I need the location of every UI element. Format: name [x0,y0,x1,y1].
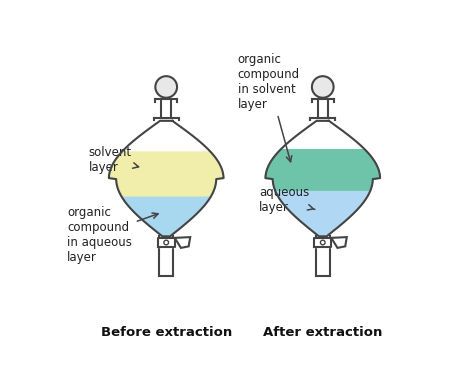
Polygon shape [175,237,190,248]
Circle shape [320,240,325,245]
Polygon shape [159,236,173,276]
Circle shape [164,240,169,245]
Polygon shape [275,190,371,236]
Text: organic
compound
in aqueous
layer: organic compound in aqueous layer [67,206,158,264]
Text: Before extraction: Before extraction [100,326,232,339]
Circle shape [155,76,177,98]
Text: solvent
layer: solvent layer [89,146,138,174]
Text: organic
compound
in solvent
layer: organic compound in solvent layer [237,53,300,162]
Text: After extraction: After extraction [263,326,383,339]
Polygon shape [109,121,224,236]
Text: aqueous
layer: aqueous layer [259,186,315,214]
Polygon shape [265,150,380,190]
Polygon shape [121,196,211,236]
Polygon shape [316,236,330,276]
Polygon shape [158,238,175,247]
Circle shape [312,76,334,98]
Polygon shape [109,152,224,196]
Polygon shape [314,238,331,247]
Polygon shape [265,121,380,236]
Polygon shape [331,237,347,248]
